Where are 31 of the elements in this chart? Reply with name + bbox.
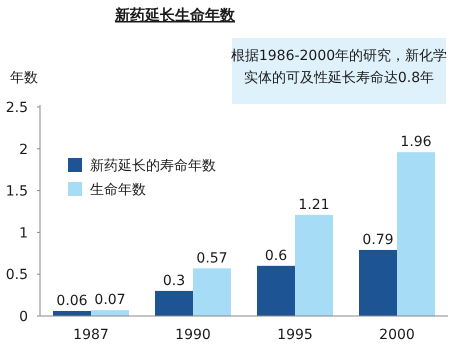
- chart-title: 新药延长生命年数: [114, 6, 236, 24]
- y-tick-label: 1: [19, 225, 28, 242]
- x-tick-label: 1995: [277, 327, 313, 343]
- x-tick-label: 1987: [73, 327, 109, 343]
- y-tick-label: 2.5: [6, 100, 28, 116]
- x-tick-label: 1990: [175, 327, 211, 343]
- bar: [155, 290, 193, 316]
- bar: [295, 214, 333, 316]
- data-label: 0.07: [94, 292, 126, 308]
- x-tick-label: 2000: [379, 327, 415, 343]
- data-label: 0.6: [264, 248, 288, 264]
- y-axis-title: 年数: [10, 70, 38, 86]
- legend-label: 新药延长的寿命年数: [90, 158, 216, 174]
- bar: [359, 250, 397, 316]
- bar: [53, 310, 91, 316]
- data-label: 0.57: [196, 250, 228, 266]
- y-tick-label: 1.5: [6, 184, 28, 200]
- data-label: 0.06: [56, 292, 88, 309]
- bar: [91, 310, 129, 316]
- y-tick-label: 2: [19, 142, 28, 158]
- bar: [193, 268, 231, 316]
- data-label: 1.96: [400, 134, 432, 150]
- bar: [397, 152, 435, 316]
- y-tick-label: 0.5: [6, 267, 28, 284]
- data-label: 1.21: [298, 196, 330, 213]
- y-tick-label: 0: [19, 309, 28, 325]
- data-label: 0.3: [162, 272, 186, 289]
- bar: [257, 266, 295, 316]
- text: 根据1986-2000年的研究，新化学实体的可及性延长寿命达0.8年: [230, 48, 448, 86]
- legend-label: 生命年数: [90, 182, 146, 198]
- data-label: 0.79: [362, 232, 394, 248]
